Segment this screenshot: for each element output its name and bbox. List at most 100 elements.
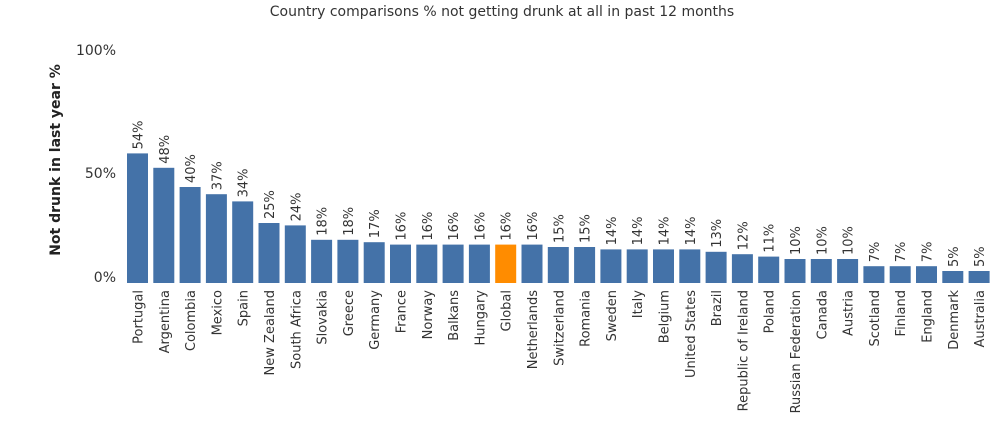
bar-south-africa — [284, 225, 306, 283]
x-tick-label: Spain — [237, 290, 252, 326]
x-tick-label: Slovakia — [316, 290, 331, 345]
bar-italy — [626, 249, 648, 283]
bar-norway — [416, 244, 438, 283]
x-tick-label: United States — [684, 290, 699, 378]
x-tick-label: Argentina — [158, 290, 173, 353]
data-label: 10% — [789, 226, 804, 255]
data-label: 16% — [473, 212, 488, 241]
data-label: 7% — [894, 242, 909, 263]
data-label: 24% — [289, 192, 304, 221]
bar-australia — [968, 271, 990, 283]
y-tick-label: 50% — [85, 166, 116, 182]
data-label: 17% — [368, 209, 383, 238]
data-label: 16% — [421, 212, 436, 241]
data-label: 7% — [921, 242, 936, 263]
bar-netherlands — [521, 244, 543, 283]
bar-brazil — [705, 251, 727, 283]
x-tick-label: New Zealand — [263, 290, 278, 375]
data-label: 14% — [684, 216, 699, 245]
y-axis-label: Not drunk in last year % — [48, 64, 64, 256]
bar-russian-federation — [784, 259, 806, 283]
data-label: 16% — [395, 212, 410, 241]
bar-balkans — [442, 244, 464, 283]
bar-colombia — [179, 187, 201, 283]
data-label: 10% — [815, 226, 830, 255]
x-tick-label: Norway — [421, 290, 436, 340]
data-label: 10% — [842, 226, 857, 255]
data-label: 48% — [158, 135, 173, 164]
bar-spain — [232, 201, 254, 283]
x-tick-label: Finland — [894, 290, 909, 336]
bar-united-states — [679, 249, 701, 283]
data-label: 16% — [526, 212, 541, 241]
x-tick-label: Germany — [368, 290, 383, 350]
x-tick-label: Global — [500, 290, 515, 331]
data-label: 15% — [579, 214, 594, 243]
x-tick-label: Scotland — [868, 290, 883, 347]
chart-title: Country comparisons % not getting drunk … — [269, 4, 735, 20]
bar-austria — [837, 259, 859, 283]
x-tick-label: Hungary — [473, 290, 488, 346]
bar-argentina — [153, 167, 175, 283]
data-label: 13% — [710, 219, 725, 248]
bar-poland — [758, 256, 780, 283]
data-label: 14% — [605, 216, 620, 245]
bar-portugal — [127, 153, 148, 283]
bar-greece — [337, 239, 359, 283]
x-tick-label: Belgium — [658, 290, 673, 343]
bar-switzerland — [547, 247, 569, 283]
bar-mexico — [205, 194, 227, 283]
bar-republic-of-ireland — [731, 254, 753, 283]
x-tick-label: Greece — [342, 290, 357, 336]
x-tick-label: Sweden — [605, 290, 620, 341]
x-tick-label: France — [395, 290, 410, 333]
bar-hungary — [468, 244, 490, 283]
data-label: 18% — [342, 207, 357, 236]
data-label: 34% — [237, 168, 252, 197]
x-tick-label: Netherlands — [526, 290, 541, 369]
bar-finland — [889, 266, 911, 283]
bar-scotland — [863, 266, 885, 283]
data-label: 16% — [447, 212, 462, 241]
data-label: 5% — [947, 246, 962, 267]
data-label: 25% — [263, 190, 278, 219]
bar-germany — [363, 242, 385, 283]
x-tick-label: Portugal — [132, 290, 147, 344]
x-tick-label: Russian Federation — [789, 290, 804, 413]
data-label: 40% — [184, 154, 199, 183]
y-tick-label: 0% — [94, 270, 116, 286]
x-tick-label: Republic of Ireland — [736, 290, 751, 411]
data-label: 14% — [631, 216, 646, 245]
data-label: 18% — [316, 207, 331, 236]
x-tick-label: Austria — [842, 290, 857, 336]
bar-belgium — [653, 249, 674, 283]
x-tick-label: Mexico — [210, 290, 225, 335]
data-label: 15% — [552, 214, 567, 243]
data-label: 11% — [763, 224, 778, 253]
bar-global — [495, 244, 517, 283]
x-tick-label: Colombia — [184, 290, 199, 351]
bar-sweden — [600, 249, 622, 283]
bar-canada — [810, 259, 832, 283]
x-tick-label: England — [921, 290, 936, 343]
bar-denmark — [942, 271, 964, 283]
x-tick-label: Balkans — [447, 290, 462, 341]
x-tick-label: Brazil — [710, 290, 725, 326]
bar-romania — [574, 247, 596, 283]
data-label: 5% — [973, 246, 988, 267]
data-label: 37% — [210, 161, 225, 190]
x-tick-label: Italy — [631, 290, 646, 319]
bar-slovakia — [311, 239, 333, 283]
x-tick-label: South Africa — [289, 290, 304, 369]
x-tick-label: Denmark — [947, 290, 962, 350]
data-label: 16% — [500, 212, 515, 241]
x-tick-label: Switzerland — [552, 290, 567, 366]
bar-new-zealand — [258, 223, 280, 283]
data-label: 54% — [132, 120, 147, 149]
x-tick-label: Australia — [973, 290, 988, 348]
x-tick-label: Poland — [763, 290, 778, 333]
data-label: 12% — [736, 221, 751, 250]
bar-france — [390, 244, 411, 283]
